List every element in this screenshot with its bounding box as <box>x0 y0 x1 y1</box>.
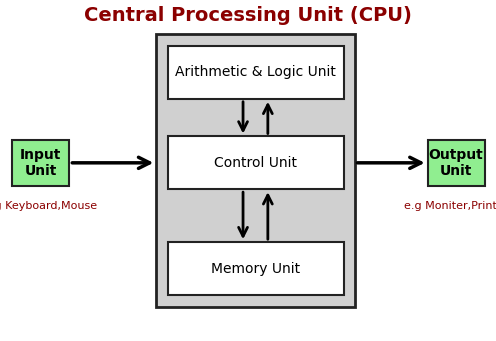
Bar <box>156 34 355 307</box>
Text: Arithmetic & Logic Unit: Arithmetic & Logic Unit <box>175 65 336 79</box>
Text: Output
Unit: Output Unit <box>429 148 484 178</box>
Text: Input
Unit: Input Unit <box>20 148 62 178</box>
Text: e.g Keyboard,Mouse: e.g Keyboard,Mouse <box>0 201 98 211</box>
Bar <box>168 242 344 295</box>
Bar <box>168 46 344 99</box>
Text: Control Unit: Control Unit <box>214 156 297 170</box>
Text: Memory Unit: Memory Unit <box>211 262 300 276</box>
Bar <box>168 136 344 189</box>
Bar <box>12 140 69 186</box>
Text: e.g Moniter,Printer: e.g Moniter,Printer <box>404 201 496 211</box>
Text: Central Processing Unit (CPU): Central Processing Unit (CPU) <box>84 6 412 25</box>
Bar <box>428 140 485 186</box>
